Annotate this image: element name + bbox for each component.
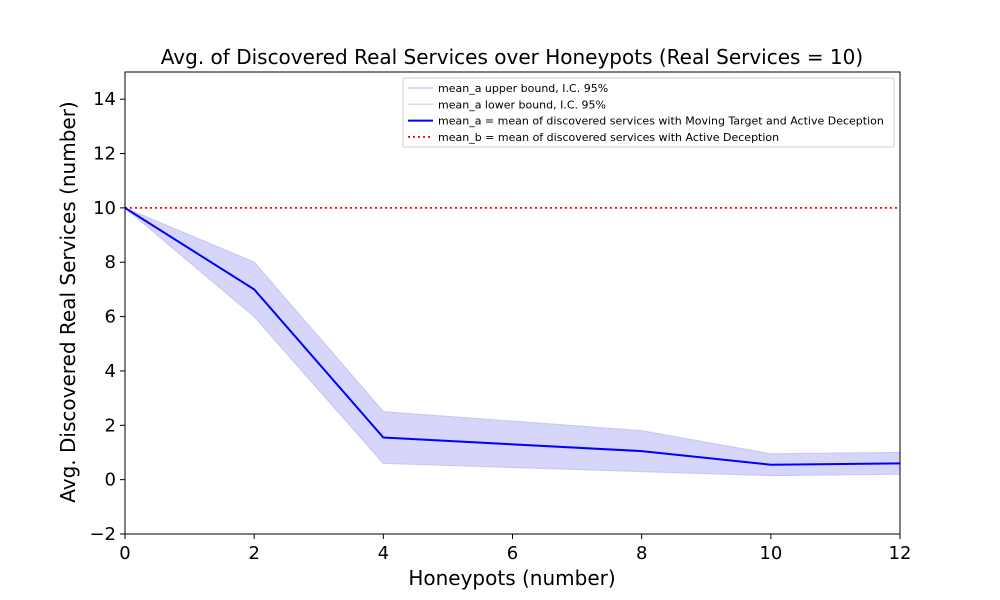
legend-entry: mean_b = mean of discovered services wit…	[438, 131, 779, 144]
upper-bound-line	[125, 207, 900, 455]
y-tick-label: 4	[105, 361, 116, 382]
x-tick-label: 0	[119, 543, 130, 564]
y-tick-label: 14	[93, 89, 116, 110]
chart-title: Avg. of Discovered Real Services over Ho…	[161, 45, 863, 69]
y-tick-label: 0	[105, 470, 116, 491]
y-tick-label: 6	[105, 307, 116, 328]
legend: mean_a upper bound, I.C. 95% mean_a lower…	[402, 77, 895, 148]
y-tick-label: −2	[89, 524, 116, 545]
x-tick-label: 2	[248, 543, 259, 564]
x-axis-label: Honeypots (number)	[408, 566, 615, 590]
y-axis-label: Avg. Discovered Real Services (number)	[56, 101, 80, 502]
y-tick-label: 8	[105, 252, 116, 273]
confidence-band	[125, 207, 900, 476]
mean-a-line	[125, 207, 900, 466]
y-tick-label: 2	[105, 415, 116, 436]
x-tick-label: 10	[759, 543, 782, 564]
y-tick-label: 12	[93, 144, 116, 165]
y-tick-label: 10	[93, 198, 116, 219]
x-tick-label: 6	[507, 543, 518, 564]
legend-box	[402, 77, 895, 148]
legend-entry: mean_a = mean of discovered services wit…	[438, 115, 884, 128]
x-tick-label: 12	[889, 543, 912, 564]
legend-entry: mean_a upper bound, I.C. 95%	[438, 82, 608, 95]
plot-area	[125, 206, 900, 477]
x-tick-label: 8	[636, 543, 647, 564]
legend-entry: mean_a lower bound, I.C. 95%	[438, 98, 606, 111]
lower-bound-line	[125, 207, 900, 477]
x-tick-label: 4	[378, 543, 389, 564]
